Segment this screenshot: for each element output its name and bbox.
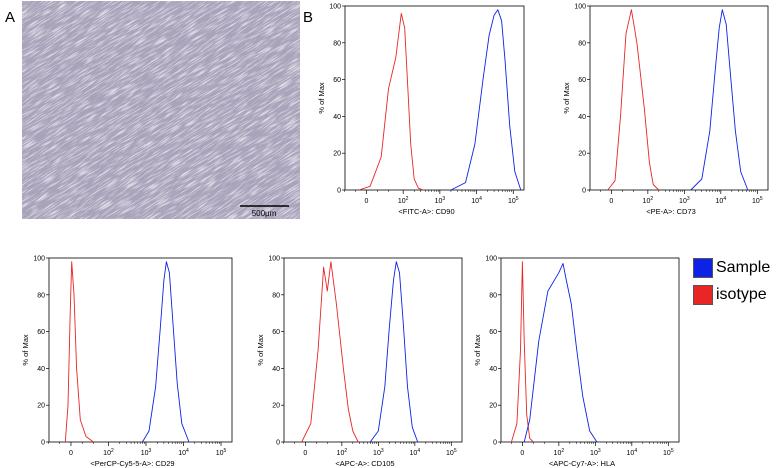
y-axis-label: % of Max	[562, 82, 571, 114]
y-tick-label: 80	[37, 292, 45, 299]
x-tick-label: 0	[69, 450, 73, 457]
x-tick-label: 105	[446, 448, 457, 457]
micrograph-image: 500μm	[22, 1, 300, 219]
histogram-cd29: 0 20 40 60 80 100 0 102 103 104 105 <PerCP-Cy5-5-A>…	[0, 252, 240, 468]
y-tick-label: 60	[333, 77, 341, 84]
y-tick-label: 20	[333, 151, 341, 158]
y-tick-label: 40	[333, 114, 341, 121]
legend-item-isotype: isotype	[693, 282, 770, 308]
y-tick-label: 80	[489, 292, 497, 299]
x-tick-label: 104	[627, 448, 638, 457]
legend-swatch-sample	[693, 258, 713, 278]
y-tick-label: 20	[578, 151, 586, 158]
x-tick-label: 103	[435, 196, 446, 205]
y-tick-label: 40	[489, 366, 497, 373]
x-tick-label: 102	[103, 448, 114, 457]
legend-swatch-isotype	[693, 285, 713, 305]
y-axis-label: % of Max	[317, 82, 326, 114]
x-tick-label: 105	[663, 448, 674, 457]
x-axis-label: <APC-A>: CD105	[335, 459, 394, 468]
x-tick-label: 102	[398, 196, 409, 205]
y-tick-label: 40	[578, 114, 586, 121]
y-tick-label: 0	[276, 440, 280, 447]
x-tick-label: 103	[141, 448, 152, 457]
histogram-cd90: 0 20 40 60 80 100 0 102 103 104 105 <FITC-A>: CD90%…	[308, 0, 538, 225]
panel-label-b: B	[303, 9, 314, 26]
x-axis-label: <PE-A>: CD73	[646, 207, 696, 216]
legend-label-sample: Sample	[716, 259, 771, 276]
x-tick-label: 103	[679, 196, 690, 205]
y-tick-label: 80	[578, 40, 586, 47]
x-tick-label: 104	[410, 448, 421, 457]
histogram-cd105: 0 20 40 60 80 100 0 102 103 104 105 <APC-A>: CD105%…	[240, 252, 470, 468]
y-tick-label: 40	[272, 366, 280, 373]
x-tick-label: 0	[365, 198, 369, 205]
sample-series-line	[142, 261, 190, 443]
plot-frame	[344, 5, 525, 191]
isotype-series-line	[510, 261, 534, 443]
x-tick-label: 102	[337, 448, 348, 457]
x-tick-label: 0	[520, 450, 524, 457]
legend: Sample isotype	[693, 255, 770, 309]
y-tick-label: 0	[337, 188, 341, 195]
sample-series-line	[690, 9, 749, 191]
y-tick-label: 100	[268, 256, 280, 263]
y-tick-label: 40	[37, 366, 45, 373]
x-tick-label: 105	[508, 196, 519, 205]
x-tick-label: 102	[554, 448, 565, 457]
sample-series-line	[523, 263, 598, 443]
legend-item-sample: Sample	[693, 255, 770, 281]
y-axis-label: % of Max	[21, 334, 30, 366]
panel-label-a: A	[5, 9, 16, 26]
y-tick-label: 20	[489, 403, 497, 410]
y-tick-label: 100	[329, 4, 341, 11]
isotype-series-line	[301, 261, 359, 443]
plot-frame	[48, 257, 233, 443]
y-axis-label: % of Max	[473, 334, 482, 366]
y-tick-label: 20	[272, 403, 280, 410]
isotype-series-line	[64, 261, 94, 443]
sample-series-line	[450, 9, 522, 191]
x-axis-label: <APC-Cy7-A>: HLA	[549, 459, 615, 468]
x-tick-label: 103	[373, 448, 384, 457]
y-tick-label: 100	[33, 256, 45, 263]
x-tick-label: 104	[471, 196, 482, 205]
x-axis-label: <FITC-A>: CD90	[398, 207, 454, 216]
y-tick-label: 0	[493, 440, 497, 447]
isotype-series-line	[358, 12, 424, 191]
x-tick-label: 0	[609, 198, 613, 205]
x-tick-label: 104	[178, 448, 189, 457]
x-tick-label: 0	[303, 450, 307, 457]
y-tick-label: 80	[333, 40, 341, 47]
x-tick-label: 103	[590, 448, 601, 457]
y-tick-label: 0	[582, 188, 586, 195]
x-tick-label: 105	[216, 448, 227, 457]
x-axis-label: <PerCP-Cy5-5-A>: CD29	[90, 459, 174, 468]
legend-label-isotype: isotype	[716, 286, 767, 303]
y-tick-label: 20	[37, 403, 45, 410]
y-tick-label: 60	[578, 77, 586, 84]
plot-frame	[589, 5, 769, 191]
y-tick-label: 60	[272, 329, 280, 336]
y-tick-label: 0	[41, 440, 45, 447]
y-tick-label: 60	[489, 329, 497, 336]
y-tick-label: 80	[272, 292, 280, 299]
y-tick-label: 100	[574, 4, 586, 11]
histogram-hla: 0 20 40 60 80 100 0 102 103 104 105 <APC-Cy7-A>: HL…	[470, 252, 690, 468]
x-tick-label: 102	[643, 196, 654, 205]
y-tick-label: 100	[485, 256, 497, 263]
plot-frame	[500, 257, 680, 443]
y-tick-label: 60	[37, 329, 45, 336]
sample-series-line	[369, 261, 419, 443]
y-axis-label: % of Max	[256, 334, 265, 366]
x-tick-label: 104	[716, 196, 727, 205]
isotype-series-line	[607, 9, 660, 191]
plot-frame	[283, 257, 463, 443]
scale-bar-label: 500μm	[252, 209, 277, 218]
x-tick-label: 105	[752, 196, 763, 205]
histogram-cd73: 0 20 40 60 80 100 0 102 103 104 105 <PE-A>: CD73 % o…	[538, 0, 778, 225]
